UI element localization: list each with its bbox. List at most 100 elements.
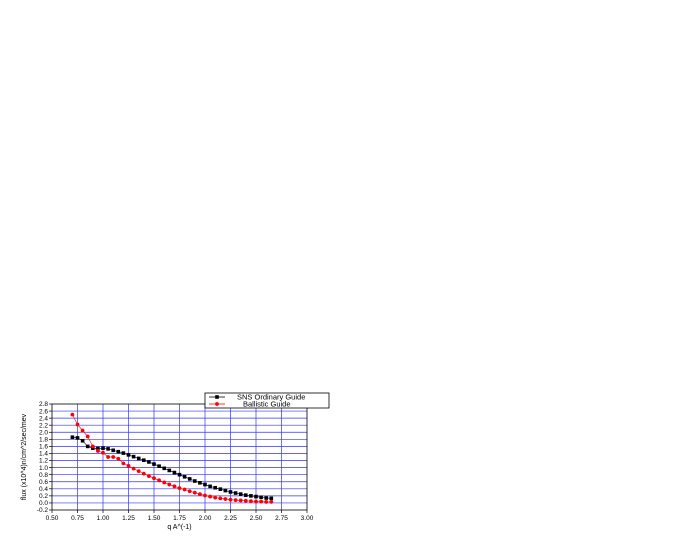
data-point — [162, 466, 166, 471]
data-point — [147, 474, 151, 478]
y-tick-label: 2.8 — [39, 401, 48, 408]
data-point — [203, 493, 207, 498]
y-tick-label: 0.8 — [39, 472, 48, 479]
grid — [52, 404, 307, 510]
data-point — [147, 460, 151, 464]
y-tick-label: 2.2 — [39, 422, 48, 429]
data-point — [116, 456, 121, 461]
data-point — [187, 477, 192, 481]
legend-label-ballistic: Ballistic Guide — [243, 400, 291, 409]
x-tick-label: 2.00 — [199, 515, 212, 522]
data-point — [244, 493, 248, 497]
data-point — [249, 494, 253, 498]
data-point — [198, 480, 202, 485]
data-point — [213, 485, 217, 490]
data-point — [243, 498, 248, 503]
data-point — [218, 496, 223, 501]
data-point — [101, 450, 105, 455]
legend-marker-sns — [215, 395, 219, 399]
data-point — [85, 444, 90, 449]
data-point — [259, 495, 263, 500]
data-point — [172, 470, 177, 475]
series-line — [72, 436, 272, 499]
x-tick-label: 1.00 — [97, 515, 110, 522]
data-point — [80, 438, 85, 443]
series — [70, 412, 274, 504]
data-point — [136, 456, 141, 461]
data-point — [223, 497, 228, 501]
data-point — [182, 487, 187, 492]
data-point — [193, 479, 197, 483]
data-point — [157, 464, 161, 468]
data-point — [254, 494, 258, 499]
x-tick-label: 2.75 — [275, 515, 288, 522]
y-tick-label: 1.0 — [39, 465, 48, 472]
data-point — [85, 434, 90, 439]
data-point — [233, 498, 238, 503]
data-point — [75, 422, 80, 427]
data-point — [111, 448, 115, 453]
data-point — [203, 482, 207, 487]
data-point — [259, 499, 263, 504]
data-point — [111, 455, 116, 459]
data-point — [162, 480, 167, 485]
data-point — [96, 446, 100, 451]
data-point — [249, 499, 253, 504]
data-point — [254, 499, 258, 504]
x-tick-label: 1.25 — [122, 515, 135, 522]
data-point — [101, 446, 105, 450]
y-tick-label: 2.4 — [39, 415, 48, 422]
data-point — [187, 489, 192, 494]
data-point — [218, 487, 223, 491]
data-point — [264, 496, 268, 500]
data-point — [75, 436, 80, 440]
legend-box — [204, 392, 330, 409]
data-point — [264, 499, 269, 504]
x-tick-label: 1.75 — [173, 515, 186, 522]
data-point — [157, 478, 162, 483]
series-line — [72, 414, 272, 503]
y-tick-label: 0.2 — [39, 493, 48, 500]
axes: 0.50 0.75 1.00 1.25 1.50 1.75 2.00 2.25 2.50 2.75… — [37, 401, 314, 522]
data-point — [131, 454, 136, 459]
x-tick-label: 1.50 — [148, 515, 161, 522]
data-point — [167, 482, 172, 487]
y-tick-label: 1.8 — [39, 437, 48, 444]
legend-label-sns: SNS Ordinary Guide — [237, 393, 305, 402]
data-point — [167, 468, 172, 473]
data-point — [90, 444, 95, 449]
data-point — [80, 428, 85, 433]
x-axis-label: q A^(-1) — [167, 524, 191, 531]
data-point — [238, 498, 243, 503]
data-point — [233, 491, 238, 495]
data-point — [228, 497, 233, 502]
y-tick-label: 1.2 — [39, 458, 48, 465]
y-tick-label: 0.6 — [39, 479, 48, 486]
data-point — [269, 499, 274, 504]
data-point — [136, 469, 141, 474]
y-tick-label: 0.4 — [39, 486, 48, 493]
x-tick-label: 2.25 — [224, 515, 237, 522]
y-tick-label: 1.6 — [39, 444, 48, 451]
data-point — [269, 496, 274, 501]
data-point — [70, 412, 75, 417]
data-point — [126, 463, 131, 468]
y-tick-label: 1.4 — [39, 451, 48, 458]
data-point — [70, 435, 75, 440]
data-point — [172, 484, 177, 489]
data-point — [192, 490, 197, 495]
data-point — [116, 449, 121, 454]
data-point — [106, 455, 110, 459]
x-tick-label: 3.00 — [301, 515, 314, 522]
data-point — [96, 449, 100, 453]
y-tick-label: 0.0 — [39, 500, 48, 507]
data-point — [213, 495, 218, 500]
y-axis-label: flux (x10^4)n/cm^2/sec/mev — [21, 413, 28, 500]
data-point — [152, 476, 156, 481]
series-0 — [70, 435, 274, 501]
y-tick-label: 2.0 — [39, 429, 48, 436]
legend-marker-ballistic — [215, 402, 219, 406]
data-point — [223, 488, 228, 493]
data-point — [121, 451, 126, 455]
